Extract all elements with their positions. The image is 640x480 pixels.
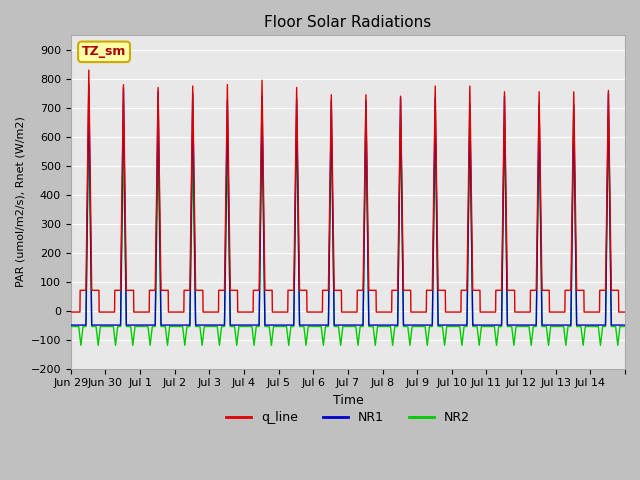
Title: Floor Solar Radiations: Floor Solar Radiations (264, 15, 431, 30)
X-axis label: Time: Time (333, 394, 364, 407)
Legend: q_line, NR1, NR2: q_line, NR1, NR2 (221, 406, 475, 429)
Y-axis label: PAR (umol/m2/s), Rnet (W/m2): PAR (umol/m2/s), Rnet (W/m2) (15, 117, 25, 288)
Text: TZ_sm: TZ_sm (82, 45, 126, 59)
